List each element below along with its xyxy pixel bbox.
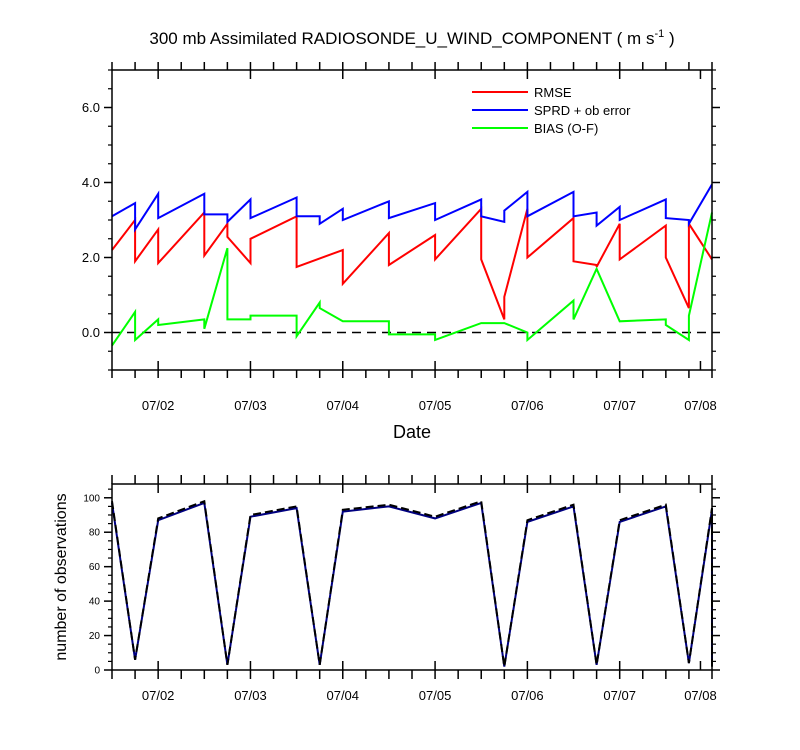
- legend-label: RMSE: [534, 85, 572, 100]
- legend: RMSE SPRD + ob error BIAS (O-F): [472, 85, 631, 136]
- y-tick-label: 0: [94, 666, 100, 677]
- y-tick-label: 40: [89, 597, 101, 608]
- top-chart: 300 mb Assimilated RADIOSONDE_U_WIND_COM…: [82, 28, 720, 442]
- x-tick-label: 07/06: [511, 688, 544, 703]
- x-tick-label: 07/05: [419, 688, 452, 703]
- series-line-bias-o-f: [111, 212, 713, 347]
- x-axis-label: Date: [393, 422, 431, 442]
- y-axis-label: number of observations: [53, 493, 70, 660]
- y-tick-label: 0.0: [82, 325, 100, 340]
- x-tick-label: 07/08: [684, 688, 717, 703]
- y-tick-label: 20: [89, 631, 101, 642]
- y-tick-label: 60: [89, 562, 101, 573]
- x-tick-label: 07/05: [419, 398, 452, 413]
- x-tick-label: 07/03: [234, 688, 267, 703]
- x-tick-label: 07/07: [603, 398, 636, 413]
- x-tick-label: 07/08: [684, 398, 717, 413]
- x-tick-label: 07/04: [326, 688, 359, 703]
- series-line-observations: [111, 501, 713, 667]
- legend-label: SPRD + ob error: [534, 103, 631, 118]
- y-tick-label: 4.0: [82, 175, 100, 190]
- y-tick-label: 100: [83, 493, 100, 504]
- legend-label: BIAS (O-F): [534, 121, 598, 136]
- bottom-chart: 0 20 40 60 80 100 07/02 07/03 07/04 07/05 07/06 07/…: [53, 475, 720, 703]
- x-tick-label: 07/02: [142, 688, 175, 703]
- y-tick-label: 80: [89, 528, 101, 539]
- y-tick-label: 2.0: [82, 250, 100, 265]
- series-line-rmse: [111, 206, 713, 320]
- y-tick-label: 6.0: [82, 100, 100, 115]
- series-line-sprd-ob-error: [111, 183, 713, 233]
- x-tick-label: 07/07: [603, 688, 636, 703]
- x-tick-label: 07/03: [234, 398, 267, 413]
- x-tick-label: 07/06: [511, 398, 544, 413]
- x-tick-label: 07/02: [142, 398, 175, 413]
- x-tick-label: 07/04: [326, 398, 359, 413]
- series-line-observations-dashed: [111, 499, 713, 667]
- chart-title: 300 mb Assimilated RADIOSONDE_U_WIND_COM…: [149, 28, 674, 48]
